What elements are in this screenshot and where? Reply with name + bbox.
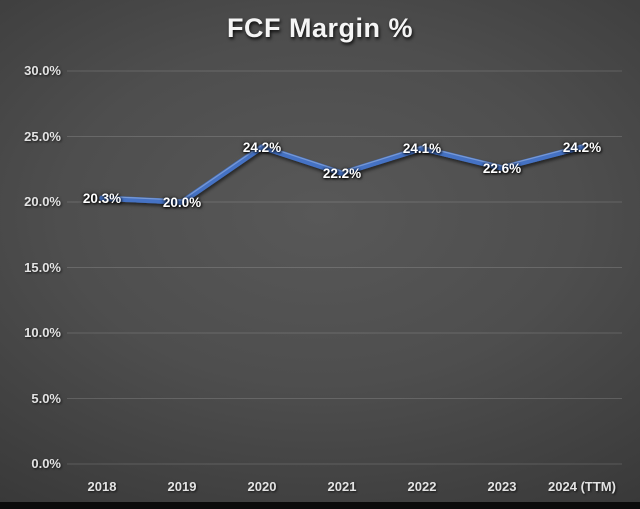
y-axis-tick-label: 10.0% [24,325,61,340]
y-axis-tick-label: 20.0% [24,194,61,209]
data-point-label: 24.2% [242,139,282,155]
data-point-label: 20.3% [82,191,122,207]
bottom-edge-bar [0,502,640,509]
x-axis-tick-label: 2022 [407,479,437,494]
x-axis-tick-label: 2021 [327,479,357,494]
fcf-margin-series-line [99,144,585,205]
chart-title: FCF Margin % [227,13,413,43]
y-axis-tick-label: 25.0% [24,128,61,144]
data-point-label: 22.6% [482,160,522,176]
y-axis-tick-label: 5.0% [31,390,61,406]
y-axis-tick-label: 15.0% [24,259,61,275]
y-axis-tick-label: 30.0% [24,63,61,78]
series-line-highlight [101,144,583,201]
y-axis-tick-label: 0.0% [31,456,61,471]
data-point-label: 20.0% [162,195,202,210]
x-axis-tick-label: 2018 [87,479,117,494]
data-point-label: 24.2% [562,139,602,155]
x-axis-tick-label: 2023 [487,479,517,494]
x-axis-tick-label: 2019 [167,479,197,494]
data-point-label: 24.1% [402,141,442,157]
x-axis-tick-label: 2020 [247,479,277,494]
data-point-label: 22.2% [322,166,362,182]
x-axis-tick-label: 2024 (TTM) [548,479,616,494]
